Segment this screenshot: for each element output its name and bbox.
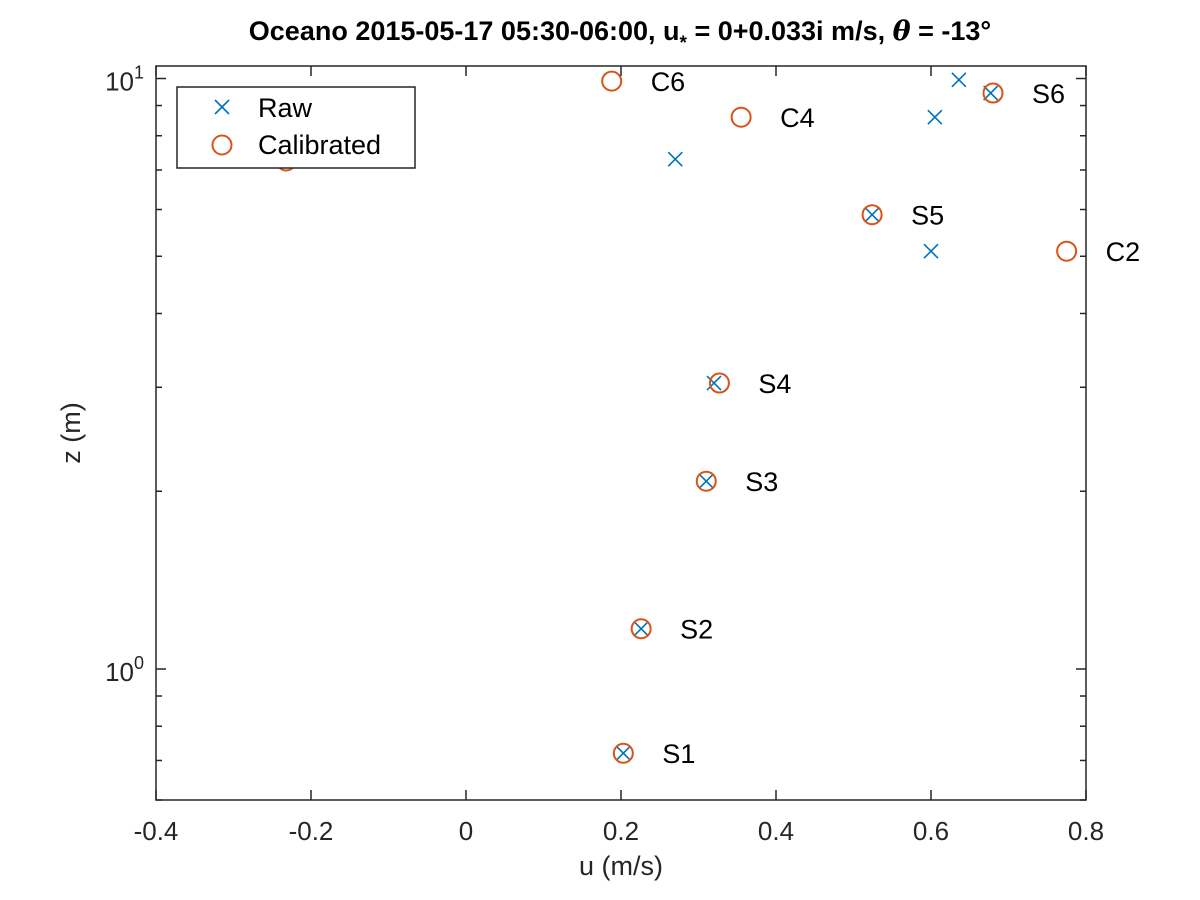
calibrated-point bbox=[861, 204, 883, 226]
calibrated-point bbox=[630, 618, 652, 640]
chart-title-theta: θ bbox=[893, 16, 911, 47]
calibrated-point bbox=[708, 372, 730, 394]
raw-point bbox=[983, 85, 999, 101]
x-tick-label: 0 bbox=[459, 816, 473, 846]
raw-point bbox=[864, 207, 880, 223]
point-label: S4 bbox=[758, 369, 791, 399]
point-label: C4 bbox=[780, 103, 815, 133]
x-axis-label: u (m/s) bbox=[579, 851, 663, 881]
x-tick-label: 0.8 bbox=[1068, 816, 1104, 846]
raw-point bbox=[923, 243, 939, 259]
x-tick-label: 0.2 bbox=[603, 816, 639, 846]
y-tick-label: 100 bbox=[105, 653, 144, 687]
chart-title-subscript: * bbox=[680, 33, 688, 54]
legend-box bbox=[176, 86, 416, 169]
raw-point bbox=[698, 473, 714, 489]
axes-box bbox=[155, 65, 1087, 801]
raw-point bbox=[615, 745, 631, 761]
point-label: C2 bbox=[1106, 237, 1141, 267]
point-label: S3 bbox=[745, 467, 778, 497]
x-tick-labels: -0.4 -0.2 0 0.2 0.4 0.6 0.8 bbox=[134, 816, 1104, 846]
x-tick-label: -0.4 bbox=[134, 816, 179, 846]
legend-label-calibrated: Calibrated bbox=[258, 130, 381, 160]
point-label: S2 bbox=[680, 615, 713, 645]
raw-point bbox=[951, 72, 967, 88]
plot-area bbox=[156, 66, 1086, 800]
point-label: S5 bbox=[911, 201, 944, 231]
calibrated-point bbox=[982, 82, 1004, 104]
calibrated-point bbox=[695, 470, 717, 492]
x-tick-label: 0.4 bbox=[758, 816, 794, 846]
y-tick-labels: 100 101 bbox=[105, 63, 144, 687]
legend-label-raw: Raw bbox=[258, 93, 313, 123]
raw-point bbox=[633, 621, 649, 637]
calibrated-point bbox=[730, 106, 752, 128]
raw-point bbox=[927, 109, 943, 125]
legend: Raw Calibrated bbox=[176, 86, 416, 169]
calibrated-point bbox=[612, 742, 634, 764]
point-label: S1 bbox=[662, 739, 695, 769]
points-layer: S1 S2 S3 S4 S5 S6 C2 C4 C6 bbox=[275, 67, 1141, 769]
x-tick-label: -0.2 bbox=[289, 816, 334, 846]
point-label: S6 bbox=[1032, 79, 1065, 109]
raw-point bbox=[667, 151, 683, 167]
calibrated-point bbox=[1056, 240, 1078, 262]
legend-raw-marker bbox=[214, 99, 230, 115]
y-axis-label: z (m) bbox=[56, 402, 86, 463]
calibrated-point bbox=[601, 70, 623, 92]
legend-calibrated-marker bbox=[211, 134, 233, 156]
chart-title: Oceano 2015-05-17 05:30-06:00, u* = 0+0.… bbox=[249, 16, 991, 54]
legend-x-marker bbox=[214, 99, 230, 115]
raw-point bbox=[706, 375, 722, 391]
x-tick-label: 0.6 bbox=[913, 816, 949, 846]
y-tick-label: 101 bbox=[105, 63, 144, 97]
point-label: C6 bbox=[651, 67, 686, 97]
legend-o-marker bbox=[211, 134, 233, 156]
